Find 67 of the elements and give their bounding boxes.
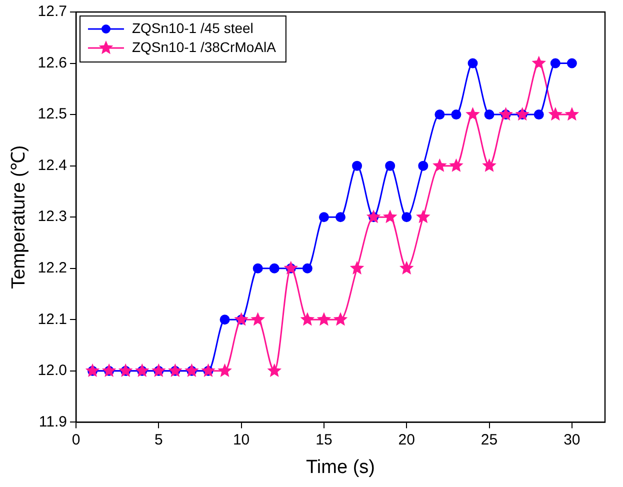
point [134,363,150,377]
point [550,58,560,68]
point [482,158,496,172]
point [269,263,280,274]
point [434,110,445,120]
point [333,312,348,326]
point [564,107,580,121]
legend-label: ZQSn10-1 /45 steel [132,20,254,36]
point [318,212,329,222]
x-tick-label: 25 [480,431,498,448]
point [418,160,428,171]
point [399,260,414,274]
point [252,263,263,274]
point [515,107,530,121]
x-tick-label: 20 [398,431,415,448]
x-tick-label: 30 [564,431,580,448]
point [234,312,248,326]
point [118,363,133,377]
point [300,312,315,326]
y-tick-label: 12.7 [38,3,67,20]
point [218,363,232,377]
point [302,263,312,274]
point [468,58,478,68]
point [484,110,494,120]
point [284,260,298,274]
point [466,107,480,121]
point [548,107,563,121]
point [352,160,362,171]
x-tick-label: 15 [316,431,332,448]
x-tick-label: 0 [72,431,80,448]
point [382,210,398,224]
x-tick-label: 5 [154,431,163,448]
point [451,110,462,120]
point [102,363,116,377]
point [432,158,447,172]
point [220,314,230,325]
y-tick-label: 12.5 [38,106,67,123]
y-tick-label: 12.2 [38,260,67,277]
point [85,363,100,377]
point [385,160,396,171]
y-tick-label: 12.6 [38,54,67,72]
x-tick-label: 10 [232,431,250,448]
y-tick-label: 12.0 [38,362,67,380]
point [498,107,513,121]
y-tick-label: 12.1 [38,310,67,328]
point [184,363,199,377]
point [366,210,381,224]
point [152,363,166,377]
point [402,212,412,222]
point [566,58,577,68]
legend-label: ZQSn10-1 /38CrMoAlA [132,38,277,55]
point [316,312,332,326]
point [267,363,282,377]
y-tick-label: 12.4 [38,156,67,174]
point [335,212,346,222]
point [250,312,265,326]
y-tick-label: 11.9 [38,413,67,430]
point [534,110,544,120]
point [532,56,546,70]
y-tick-label: 12.3 [38,208,67,226]
point [416,210,430,224]
point [350,260,364,274]
point [449,158,464,172]
point [168,363,182,377]
point [201,363,216,377]
y-axis-title: Temperature (℃) [8,145,30,289]
x-axis-title: Time (s) [306,456,375,478]
